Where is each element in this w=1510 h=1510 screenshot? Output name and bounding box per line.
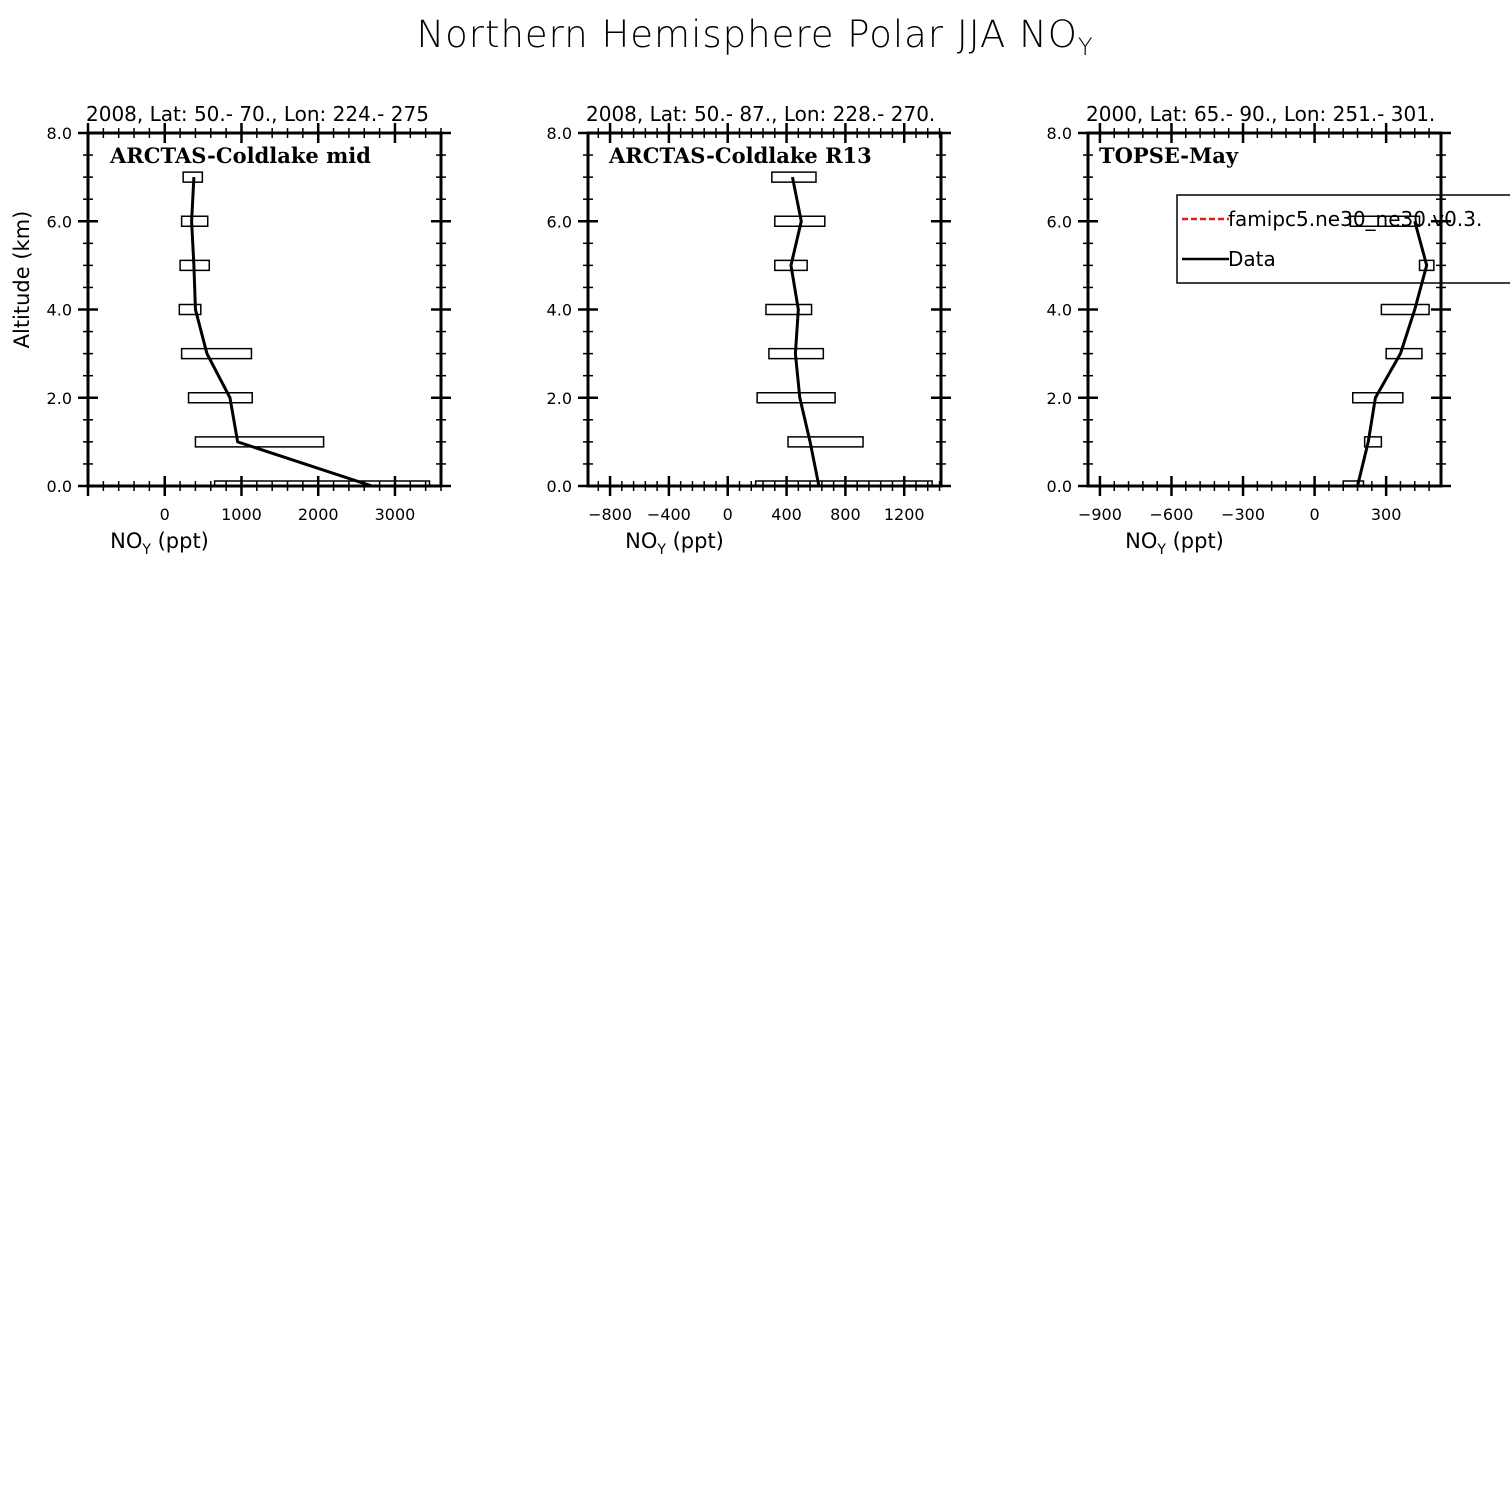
legend-label: famipc5.ne30_ne30.v0.3.: [1228, 207, 1482, 231]
range-bar: [765, 303, 813, 316]
data-layer: [1342, 215, 1435, 486]
x-axis-label-unit: (ppt): [1166, 529, 1224, 553]
x-tick-label: 400: [771, 505, 802, 524]
x-axis-label-subscript: Y: [656, 542, 666, 558]
panel-name: ARCTAS-Coldlake R13: [608, 143, 872, 168]
chart-panels: 2008, Lat: 50.- 70., Lon: 224.- 275 0.0 2.…: [10, 102, 1510, 558]
x-tick-label: 0: [160, 505, 170, 524]
figure-title-main: Northern Hemisphere Polar JJA NO: [416, 13, 1077, 56]
x-tick-label: 0: [723, 505, 733, 524]
x-tick-label: 300: [1371, 505, 1402, 524]
y-tick-label: 0.0: [47, 477, 72, 496]
y-tick-label: 6.0: [547, 212, 572, 231]
panel-header: 2000, Lat: 65.- 90., Lon: 251.- 301.: [1086, 102, 1435, 126]
x-axis-label-main: NO: [1125, 529, 1157, 553]
x-tick-label: −600: [1150, 505, 1194, 524]
data-layer: [178, 171, 431, 486]
chart-panel-2: 2008, Lat: 50.- 87., Lon: 228.- 270. 0.0 2…: [547, 102, 951, 558]
range-bar: [194, 436, 325, 448]
range-bar: [180, 215, 209, 227]
x-axis-label-subscript: Y: [141, 542, 151, 558]
x-tick-label: 0: [1309, 505, 1319, 524]
x-tick-label: −800: [588, 505, 632, 524]
y-tick-label: 8.0: [47, 124, 72, 143]
data-series-line: [789, 176, 821, 486]
range-bar: [1363, 436, 1383, 448]
range-bar: [1342, 480, 1365, 486]
panel-header: 2008, Lat: 50.- 70., Lon: 224.- 275: [86, 102, 429, 126]
range-bar: [213, 480, 431, 486]
x-tick-label: 1000: [221, 505, 262, 524]
figure-title-subscript: Y: [1078, 33, 1094, 61]
x-tick-label: −300: [1221, 505, 1265, 524]
panel-name: TOPSE-May: [1099, 143, 1239, 168]
y-tick-label: 4.0: [547, 301, 572, 320]
panel-header: 2008, Lat: 50.- 87., Lon: 228.- 270.: [586, 102, 935, 126]
y-tick-label: 0.0: [547, 477, 572, 496]
x-axis-label-unit: (ppt): [151, 529, 209, 553]
y-tick-label: 2.0: [547, 389, 572, 408]
range-bar: [187, 392, 253, 404]
x-tick-label: −400: [647, 505, 691, 524]
x-tick-label: 2000: [298, 505, 339, 524]
chart-panel-1: 2008, Lat: 50.- 70., Lon: 224.- 275 0.0 2.…: [10, 102, 451, 558]
range-bar: [754, 480, 933, 486]
figure-title: Northern Hemisphere Polar JJA NOY: [416, 13, 1093, 61]
chart-panel-3: 2000, Lat: 65.- 90., Lon: 251.- 301. 0.0 2…: [1047, 102, 1510, 558]
range-bar: [756, 392, 836, 404]
y-tick-label: 8.0: [547, 124, 572, 143]
data-series-line: [190, 177, 373, 486]
y-tick-label: 6.0: [47, 212, 72, 231]
y-tick-label: 4.0: [1047, 301, 1072, 320]
y-tick-label: 4.0: [47, 301, 72, 320]
y-axis-label: Altitude (km): [10, 211, 34, 349]
x-tick-label: −900: [1078, 505, 1122, 524]
y-tick-label: 2.0: [1047, 389, 1072, 408]
x-axis-label-unit: (ppt): [666, 529, 724, 553]
y-tick-label: 2.0: [47, 389, 72, 408]
x-tick-label: 1200: [884, 505, 925, 524]
y-tick-label: 6.0: [1047, 212, 1072, 231]
y-tick-label: 8.0: [1047, 124, 1072, 143]
x-axis-label: NOY (ppt): [1125, 529, 1224, 558]
range-bar: [1349, 215, 1421, 227]
x-tick-label: 3000: [375, 505, 416, 524]
range-bar: [180, 347, 253, 360]
range-bar: [787, 436, 864, 448]
legend-box: [1176, 194, 1510, 284]
data-layer: [754, 171, 933, 486]
legend-label: Data: [1228, 247, 1276, 271]
x-axis-label-main: NO: [625, 529, 657, 553]
panel-name: ARCTAS-Coldlake mid: [109, 143, 371, 168]
x-axis-label-subscript: Y: [1156, 542, 1166, 558]
range-bar: [1380, 303, 1430, 316]
data-series-line: [1356, 220, 1429, 486]
x-axis-label: NOY (ppt): [625, 529, 724, 558]
range-bar: [1385, 347, 1423, 360]
range-bar: [178, 303, 202, 316]
x-axis-label-main: NO: [110, 529, 142, 553]
x-axis-label: NOY (ppt): [110, 529, 209, 558]
y-tick-label: 0.0: [1047, 477, 1072, 496]
x-tick-label: 800: [830, 505, 861, 524]
